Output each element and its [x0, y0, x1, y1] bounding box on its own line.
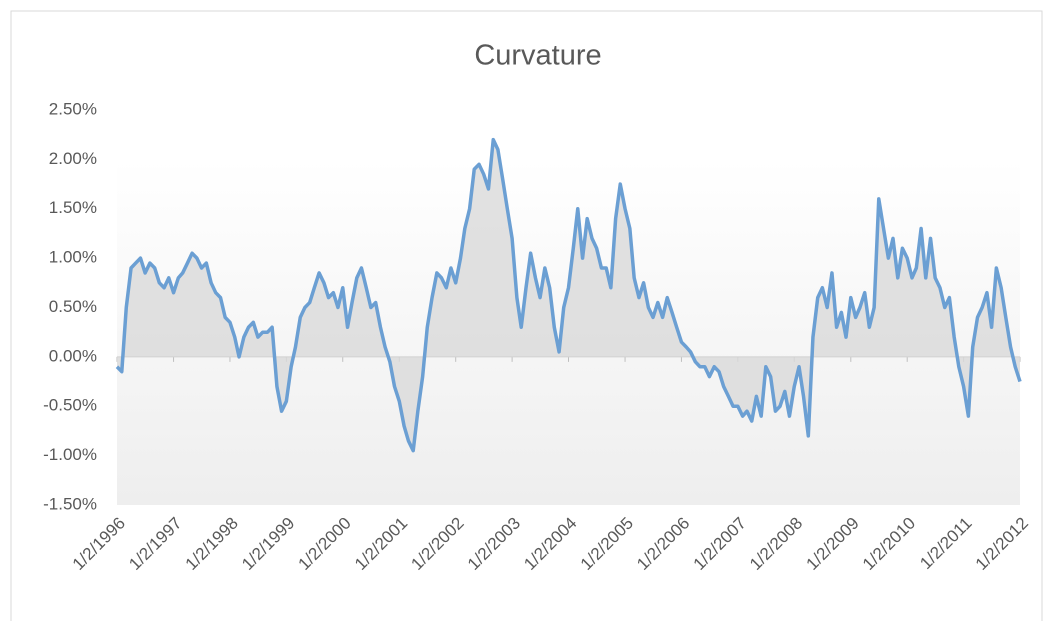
y-tick-label: 1.50%	[49, 198, 97, 217]
y-tick-label: 1.00%	[49, 248, 97, 267]
chart-title: Curvature	[474, 40, 601, 72]
y-tick-label: -1.50%	[43, 494, 97, 513]
y-tick-label: 2.00%	[49, 149, 97, 168]
y-tick-label: 0.00%	[49, 346, 97, 365]
y-tick-label: 0.50%	[49, 297, 97, 316]
series-line	[115, 137, 1022, 453]
y-tick-label: -0.50%	[43, 396, 97, 415]
y-tick-label: 2.50%	[49, 99, 97, 118]
y-tick-label: -1.00%	[43, 445, 97, 464]
